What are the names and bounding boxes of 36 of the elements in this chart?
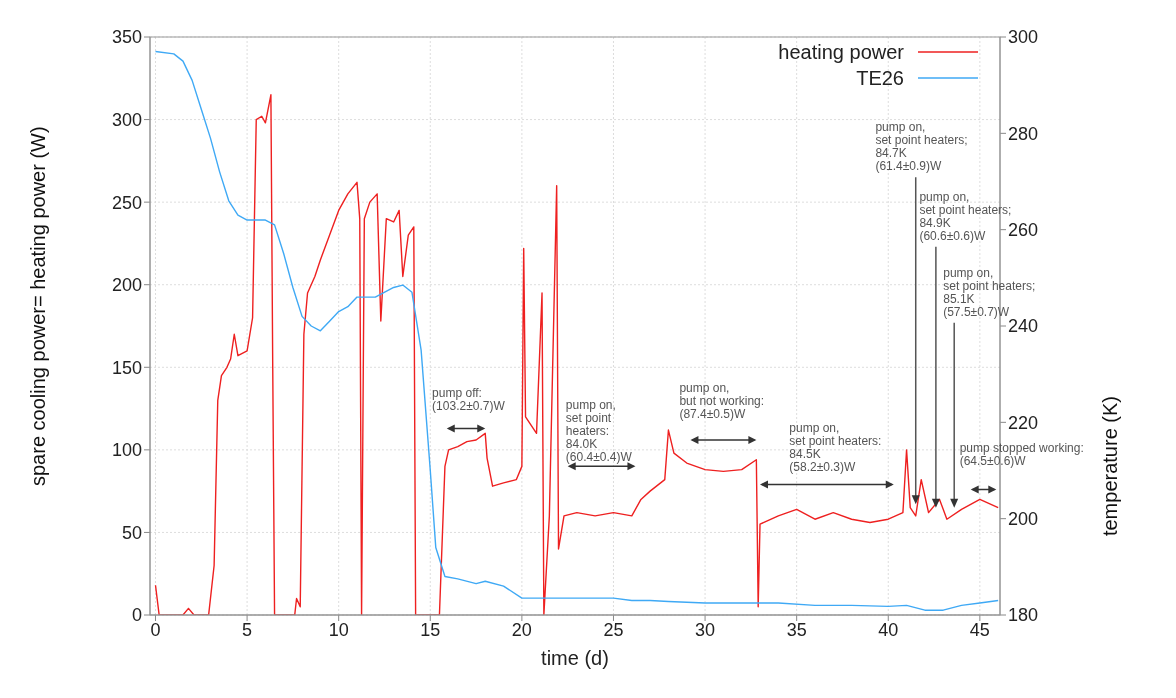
y-tick-label: 200 [111,275,142,296]
y2-tick-label: 200 [1008,509,1039,530]
y-tick-label: 300 [111,109,142,130]
y-tick-label: 150 [111,357,142,378]
x-tick-label: 30 [695,619,716,640]
x-tick-label: 5 [242,619,253,640]
annotation: pump on, set point heaters: 84.0K (60.4±0.4)W [565,397,632,464]
y-axis-title: spare cooling power= heating power (W) [27,126,50,486]
annotation: pump on, set point heaters; 84.7K (61.4±0.9)W [875,120,968,174]
annotation: pump on, set point heaters; 85.1K (57.5±0.7)W [943,265,1036,319]
x-tick-label: 10 [328,619,349,640]
y-tick-label: 250 [111,192,142,213]
x-axis-title: time (d) [541,647,609,669]
y2-tick-label: 300 [1008,27,1039,48]
y2-axis-title: temperature (K) [1099,396,1122,537]
annotation: pump stopped working: (64.5±0.6)W [959,440,1084,468]
x-tick-label: 40 [878,619,899,640]
x-tick-label: 45 [969,619,990,640]
y-tick-label: 350 [111,27,142,48]
x-tick-label: 35 [786,619,807,640]
y-tick-label: 50 [121,522,142,543]
y-tick-label: 100 [111,440,142,461]
x-tick-label: 20 [511,619,532,640]
x-tick-label: 15 [420,619,441,640]
y2-tick-label: 240 [1008,316,1039,337]
y-tick-label: 0 [131,605,142,626]
annotation: pump off: (103.2±0.7)W [432,386,505,414]
x-tick-label: 0 [150,619,161,640]
annotation: pump on, but not working: (87.4±0.5)W [679,381,765,422]
annotation: pump on, set point heaters: 84.5K (58.2±0.3)W [789,420,882,474]
legend-label: TE26 [856,66,904,90]
x-tick-label: 25 [603,619,624,640]
legend-label: heating power [778,40,904,64]
y2-tick-label: 280 [1008,123,1039,144]
y2-tick-label: 180 [1008,605,1039,626]
y2-tick-label: 220 [1008,412,1039,433]
